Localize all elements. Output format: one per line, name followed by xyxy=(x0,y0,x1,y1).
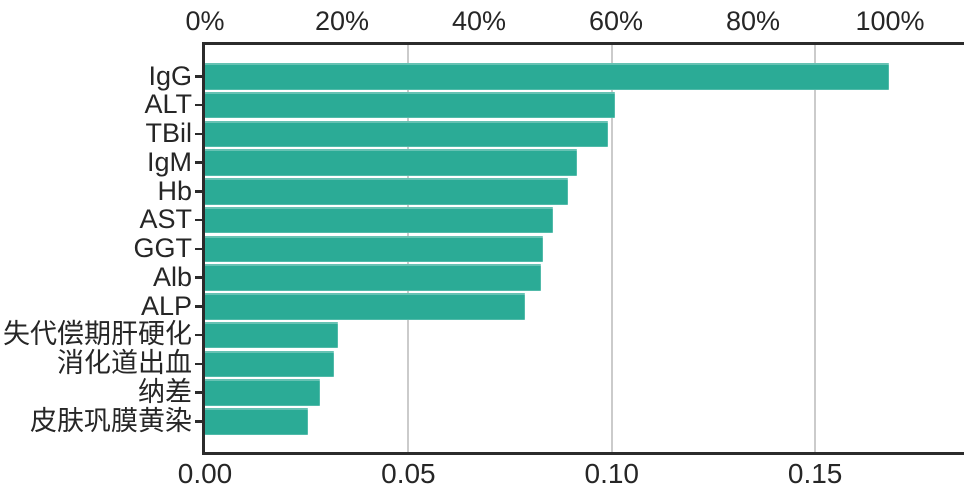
category-tick-IgM xyxy=(195,161,202,164)
bar-AST xyxy=(205,206,553,234)
bar-TBil xyxy=(205,120,608,148)
plot-area xyxy=(202,42,964,455)
top-tick-label-0%: 0% xyxy=(185,6,225,36)
gridline-0.15 xyxy=(814,45,817,452)
bottom-tick-label-0.00: 0.00 xyxy=(177,458,233,489)
category-label-纳差: 纳差 xyxy=(138,376,192,407)
category-label-GGT: GGT xyxy=(133,233,193,264)
category-tick-皮肤巩膜黄染 xyxy=(195,420,202,423)
category-tick-消化道出血 xyxy=(195,362,202,366)
top-axis-percent: 0% 20% 40% 60% 80% 100% xyxy=(185,0,964,40)
category-tick-GGT xyxy=(195,247,202,251)
category-tick-AST xyxy=(195,218,202,222)
bar-ALT xyxy=(205,91,616,119)
bar-IgG xyxy=(205,63,889,90)
top-tick-label-60%: 60% xyxy=(588,6,644,36)
bar-GGT xyxy=(205,235,543,263)
bar-ALP xyxy=(205,293,525,320)
category-label-IgM: IgM xyxy=(146,146,192,177)
category-label-消化道出血: 消化道出血 xyxy=(57,348,192,379)
category-label-失代偿期肝硬化: 失代偿期肝硬化 xyxy=(3,319,192,350)
bar-纳差 xyxy=(205,379,320,406)
category-tick-TBil xyxy=(195,132,202,136)
category-label-Alb: Alb xyxy=(152,261,192,292)
bottom-tick-label-0.05: 0.05 xyxy=(381,458,436,489)
category-tick-ALP xyxy=(195,305,202,308)
top-tick-label-40%: 40% xyxy=(451,6,507,36)
category-tick-失代偿期肝硬化 xyxy=(195,333,202,337)
bottom-tick-label-0.10: 0.10 xyxy=(584,458,640,489)
category-labels: IgG ALT TBil IgM Hb AST GGT Alb ALP 失代偿期肝硬化 消化道出血纳… xyxy=(0,45,196,452)
category-tick-Alb xyxy=(195,276,202,279)
category-label-TBil: TBil xyxy=(145,118,193,149)
category-label-AST: AST xyxy=(139,204,192,235)
bar-消化道出血 xyxy=(205,350,335,378)
category-label-Hb: Hb xyxy=(157,175,192,206)
bottom-tick-label-0.15: 0.15 xyxy=(787,458,843,489)
top-tick-label-80%: 80% xyxy=(725,6,781,36)
category-tick-Hb xyxy=(195,190,202,193)
category-tick-ALT xyxy=(195,103,202,107)
bar-皮肤巩膜黄染 xyxy=(205,408,309,435)
top-tick-label-20%: 20% xyxy=(314,6,370,36)
category-tick-IgG xyxy=(195,75,202,78)
bottom-axis-value: 0.00 0.05 0.10 0.15 xyxy=(178,457,964,495)
gridline-0.1 xyxy=(610,45,613,452)
category-label-IgG: IgG xyxy=(148,60,192,91)
category-tick-纳差 xyxy=(195,391,202,394)
bar-失代偿期肝硬化 xyxy=(205,321,338,349)
category-label-皮肤巩膜黄染: 皮肤巩膜黄染 xyxy=(30,405,192,436)
category-label-ALP: ALP xyxy=(140,290,192,321)
bar-Hb xyxy=(205,178,568,205)
bar-IgM xyxy=(205,149,577,176)
bar-Alb xyxy=(205,264,541,291)
top-tick-label-100%: 100% xyxy=(855,6,925,36)
category-label-ALT: ALT xyxy=(144,89,192,120)
